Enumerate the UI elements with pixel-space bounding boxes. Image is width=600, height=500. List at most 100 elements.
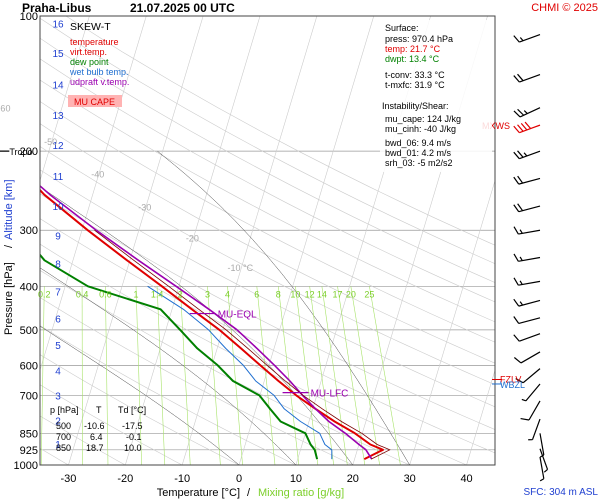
x-tick-label: 0	[236, 473, 242, 485]
wind-barb	[539, 456, 545, 482]
altitude-tick-label: 4	[55, 367, 61, 378]
mixing-label: 0.4	[76, 289, 89, 299]
y-tick-label: 1000	[14, 460, 38, 472]
wind-barb	[513, 351, 541, 364]
mixing-line-3	[207, 286, 221, 465]
altitude-tick-label: 2	[55, 416, 61, 427]
wind-barb	[528, 418, 541, 441]
wind-barb	[539, 433, 545, 458]
legend-virt-temp: virt.temp.	[70, 47, 107, 57]
dry-adiabat	[40, 354, 240, 465]
mixing-label: 4	[225, 289, 230, 299]
altitude-tick-label: 16	[52, 20, 64, 31]
wbzl-label: WBZL	[500, 380, 525, 390]
altitude-tick-label: 13	[52, 111, 64, 122]
mixing-line-4	[227, 286, 243, 465]
y-axis-separator: /	[3, 244, 15, 248]
y-tick-label: 300	[20, 225, 38, 237]
table-row-850-p: 850	[56, 443, 71, 453]
y-tick-label: 600	[20, 360, 38, 372]
mu-lfc-label: MU-LFC	[311, 389, 349, 400]
altitude-tick-label: 15	[52, 49, 64, 60]
dry-adiabat	[40, 79, 495, 323]
surface-press: press: 970.4 hPa	[385, 34, 453, 44]
y-tick-label: 500	[20, 325, 38, 337]
wind-barb	[521, 383, 541, 402]
isotherm--30	[68, 16, 204, 465]
mixing-line-14	[321, 286, 348, 465]
dry-adiabat	[40, 297, 353, 465]
x-tick-label: -20	[117, 473, 133, 485]
sfc-text: SFC: 304 m ASL	[524, 487, 599, 498]
table-row-850-td: 10.0	[124, 443, 142, 453]
altitude-tick-label: 6	[55, 315, 61, 326]
surface-box	[380, 20, 492, 172]
legend-wet-bulb: wet bulb temp.	[69, 67, 129, 77]
wind-barbs	[513, 34, 549, 482]
mixing-label: 1.4	[151, 289, 164, 299]
altitude-tick-label: 7	[55, 288, 61, 299]
x-axis-separator: /	[247, 487, 251, 499]
series-temperature-line	[40, 188, 384, 460]
y-tick-label: 200	[20, 146, 38, 158]
mixing-line-10	[295, 286, 319, 465]
mu-cape-badge-label: MU CAPE	[74, 97, 115, 107]
mixing-label: 25	[364, 289, 374, 299]
dry-adiabat	[40, 101, 495, 343]
x-tick-label: -30	[60, 473, 76, 485]
y-tick-label: 850	[20, 428, 38, 440]
mu-cape-badge	[68, 95, 122, 107]
axis-labels: 0.2 0.4 0.6 1 1.4 2 3 4 6 8 10 12 14 17 20 25-30 -20 -10 0…	[0, 11, 473, 485]
plot-frame	[39, 15, 496, 466]
table-row-850-t: 18.7	[86, 443, 104, 453]
wind-barb	[520, 400, 541, 421]
dry-adiabat	[65, 16, 495, 246]
mixing-label: 6	[254, 289, 259, 299]
profiles	[40, 184, 391, 460]
wind-barb	[515, 368, 541, 384]
wind-barb	[513, 316, 541, 325]
mixing-line-0.6	[105, 286, 109, 465]
mxws-label: MXWS	[482, 121, 510, 131]
wind-barb	[513, 277, 541, 286]
mixing-label: 14	[317, 289, 327, 299]
dry-adiabat	[40, 58, 495, 303]
fzlv-label: FZLV	[500, 374, 521, 384]
x-axis-title-2: Mixing ratio [g/kg]	[258, 487, 344, 499]
x-tick-label: 30	[404, 473, 416, 485]
mu-eql-label: MU-EQL	[218, 310, 257, 321]
mixing-line-6	[256, 286, 276, 465]
surface-tconv: t-conv: 33.3 °C	[385, 70, 445, 80]
isotherm--10	[181, 16, 318, 465]
dry-adiabat	[40, 169, 495, 408]
moist-adiabat	[157, 151, 410, 465]
moist-adiabat	[40, 267, 297, 465]
table-row-700-td: -0.1	[126, 432, 142, 442]
dry-adiabat	[40, 384, 183, 465]
mu-cape-value: mu_cape: 124 J/kg	[385, 114, 461, 124]
wind-barb	[513, 226, 541, 235]
mixing-label: 12	[305, 289, 315, 299]
surface-title: Surface:	[385, 23, 419, 33]
legend-title: SKEW-T	[70, 21, 111, 33]
virtual-temp-line	[94, 229, 391, 460]
y-tick-label: 700	[20, 390, 38, 402]
mixing-label: 3	[205, 289, 210, 299]
isotherm-label: -40	[91, 170, 104, 180]
series-dew-point-line	[40, 253, 319, 460]
x-axis-title: Temperature [°C]	[157, 487, 240, 499]
mixing-label: 0.6	[99, 289, 112, 299]
table-header-p: p [hPa]	[50, 405, 79, 415]
mixing-label: 1	[134, 289, 139, 299]
altitude-tick-label: 14	[52, 80, 64, 91]
mu-cinh-value: mu_cinh: -40 J/kg	[385, 124, 456, 134]
y-tick-label: 400	[20, 281, 38, 293]
wind-barb	[513, 298, 541, 307]
surface-temp: temp: 21.7 °C	[385, 44, 441, 54]
station-title: Praha-Libus	[22, 1, 92, 15]
datetime-title: 21.07.2025 00 UTC	[130, 1, 235, 15]
mixing-label: 20	[346, 289, 356, 299]
tropo-label: Tropo	[9, 147, 32, 157]
